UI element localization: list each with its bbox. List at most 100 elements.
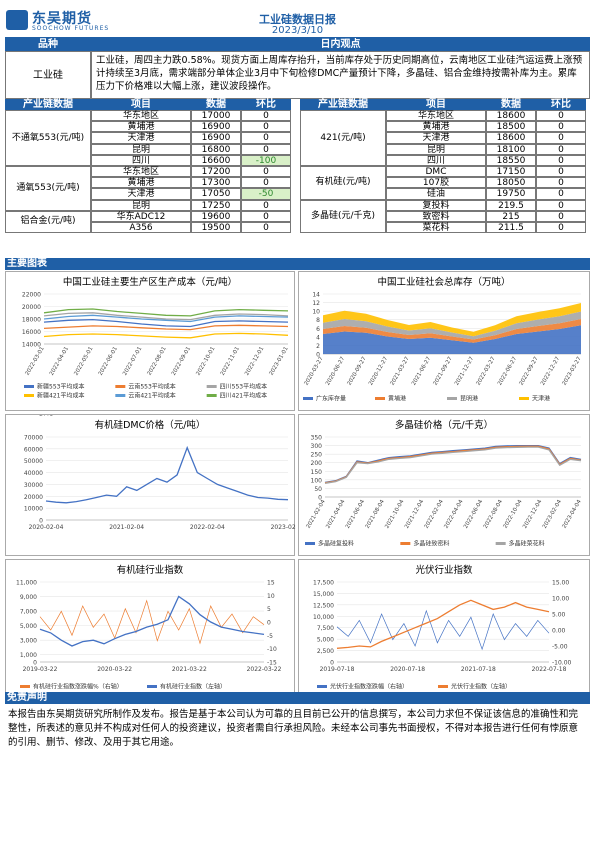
table-change: 0	[536, 110, 586, 122]
y-tick-label: 3,000	[20, 638, 37, 645]
y2-tick-label: 15	[267, 580, 275, 587]
y2-tick-label: 5	[267, 606, 271, 613]
chart-title: 有机硅行业指数	[116, 565, 184, 576]
x-tick-label: 2022-02-04	[424, 499, 445, 530]
table-change: 0	[536, 143, 586, 155]
x-tick-label: 2020-02-04	[29, 524, 64, 531]
x-tick-label: 2023-03-27	[562, 356, 583, 387]
report-date: 2023/3/10	[271, 25, 324, 36]
table-value: 17300	[191, 177, 241, 189]
x-tick-label: 2022-07-01	[122, 346, 143, 377]
table-value: 17200	[191, 166, 241, 178]
table-value: 16600	[191, 154, 241, 166]
x-tick-label: 2023-01-01	[269, 346, 290, 377]
y-tick-label: 50	[314, 486, 322, 493]
x-tick-label: 2022-05-01	[73, 346, 94, 377]
chart-panel-dmc: 有机硅DMC价格（元/吨） 0 10000 20000 30000 40000 50000…	[5, 411, 306, 556]
x-tick-label: 2019-07-18	[320, 666, 355, 673]
y-tick-label: 15,000	[313, 591, 334, 598]
x-tick-label: 2021-12-04	[404, 499, 425, 530]
legend-label: 昆明港	[460, 395, 478, 403]
table-item: 昆明	[91, 199, 191, 211]
chart-panel-cost: 中国工业硅主要生产区生产成本（元/吨） 14000 16000 18000 20000…	[5, 271, 295, 411]
y-tick-label: 8	[316, 317, 320, 324]
x-tick-label: 2020-03-22	[97, 666, 132, 673]
table-change: 0	[536, 166, 586, 178]
x-tick-label: 2022-04-01	[49, 346, 70, 377]
x-tick-label: 2021-06-27	[411, 356, 432, 387]
table-value: 16800	[191, 143, 241, 155]
table-group-name: 多晶硅(元/千克)	[300, 199, 386, 234]
x-tick-label: 2022-08-04	[483, 499, 504, 530]
logo-mark-icon	[6, 10, 28, 30]
legend-label: 天津港	[532, 395, 550, 403]
legend-label: 光伏行业指数涨跌幅（右轴）	[330, 683, 408, 691]
table-change: 0	[536, 154, 586, 166]
y-tick-label: 14	[312, 292, 320, 299]
x-tick-label: 2021-03-27	[390, 356, 411, 387]
y-tick-label: 7,000	[20, 609, 37, 616]
y-tick-label: 10000	[24, 506, 43, 513]
company-logo: 东吴期货 SOOCHOW FUTURES	[6, 8, 126, 36]
x-tick-label: 2022-09-27	[519, 356, 540, 387]
y2-tick-label: -5.00	[552, 644, 568, 651]
view-text: 工业硅，周四主力跌0.58%。现货方面上周库存抬升，当前库存处于历史同期高位，云…	[91, 51, 590, 99]
disclaimer-section-header: 免责声明	[5, 692, 590, 704]
y-tick-label: 14000	[22, 342, 41, 349]
y-tick-label: 300	[311, 443, 323, 450]
y-tick-label: 250	[311, 452, 323, 459]
legend-label: 新疆553平均成本	[37, 383, 84, 391]
table-change: 0	[241, 199, 291, 211]
legend-swatch	[147, 685, 157, 688]
legend-swatch	[375, 397, 385, 400]
y-tick-label: 100	[311, 477, 323, 484]
table-item: 昆明	[91, 143, 191, 155]
legend-swatch	[20, 685, 30, 688]
legend-label: 多晶硅致密料	[413, 540, 449, 548]
table-item: 硅油	[386, 188, 486, 200]
legend-swatch	[317, 685, 327, 688]
x-tick-label: 2020-07-18	[390, 666, 425, 673]
y-tick-label: 10	[312, 309, 320, 316]
table-item: 107胶	[386, 177, 486, 189]
line-series-多晶硅菜花料	[324, 446, 582, 484]
table-item: 昆明	[386, 143, 486, 155]
y-tick-label: 16000	[22, 329, 41, 336]
y-tick-label: 0	[316, 352, 320, 359]
table-item: 黄埔港	[91, 177, 191, 189]
legend-swatch	[206, 385, 217, 388]
table-value: 16900	[191, 121, 241, 133]
y2-tick-label: -15	[267, 660, 277, 667]
table-change: 0	[536, 177, 586, 189]
legend-swatch	[24, 394, 34, 397]
area-series-广东库存量	[323, 325, 581, 354]
y-tick-label: 22000	[22, 292, 41, 299]
line-series-有机硅行业指数（左轴）	[39, 595, 265, 647]
legend-label: 多晶硅菜花料	[509, 540, 545, 548]
x-tick-label: 2019-03-22	[23, 666, 58, 673]
table-item: 华东地区	[91, 110, 191, 122]
y-tick-label: 7,500	[317, 625, 334, 632]
table-value: 18600	[486, 132, 536, 144]
table-group-name: 通氧553(元/吨)	[5, 166, 91, 211]
y-tick-label: 18000	[22, 317, 41, 324]
table-item: 天津港	[386, 132, 486, 144]
y-tick-label: 2	[316, 343, 320, 350]
line-series-云南553平均成本	[43, 324, 289, 331]
table-item: 黄埔港	[91, 121, 191, 133]
table-change: -100	[241, 154, 291, 166]
legend-label: 四川421平均成本	[220, 392, 267, 400]
x-tick-label: 2022-08-01	[147, 346, 168, 377]
legend-swatch	[305, 542, 315, 545]
y-tick-label: 17,500	[313, 580, 334, 587]
x-tick-label: 2021-02-04	[306, 499, 327, 530]
y-tick-label: 0	[318, 495, 322, 502]
legend-label: 黄埔港	[388, 395, 406, 403]
report-title: 工业硅数据日报	[259, 13, 336, 26]
table-value: 18550	[486, 154, 536, 166]
table-change: 0	[536, 188, 586, 200]
x-tick-label: 2021-09-27	[433, 356, 454, 387]
view-header-opinion: 日内观点	[91, 39, 590, 51]
x-tick-label: 2020-06-27	[325, 356, 346, 387]
